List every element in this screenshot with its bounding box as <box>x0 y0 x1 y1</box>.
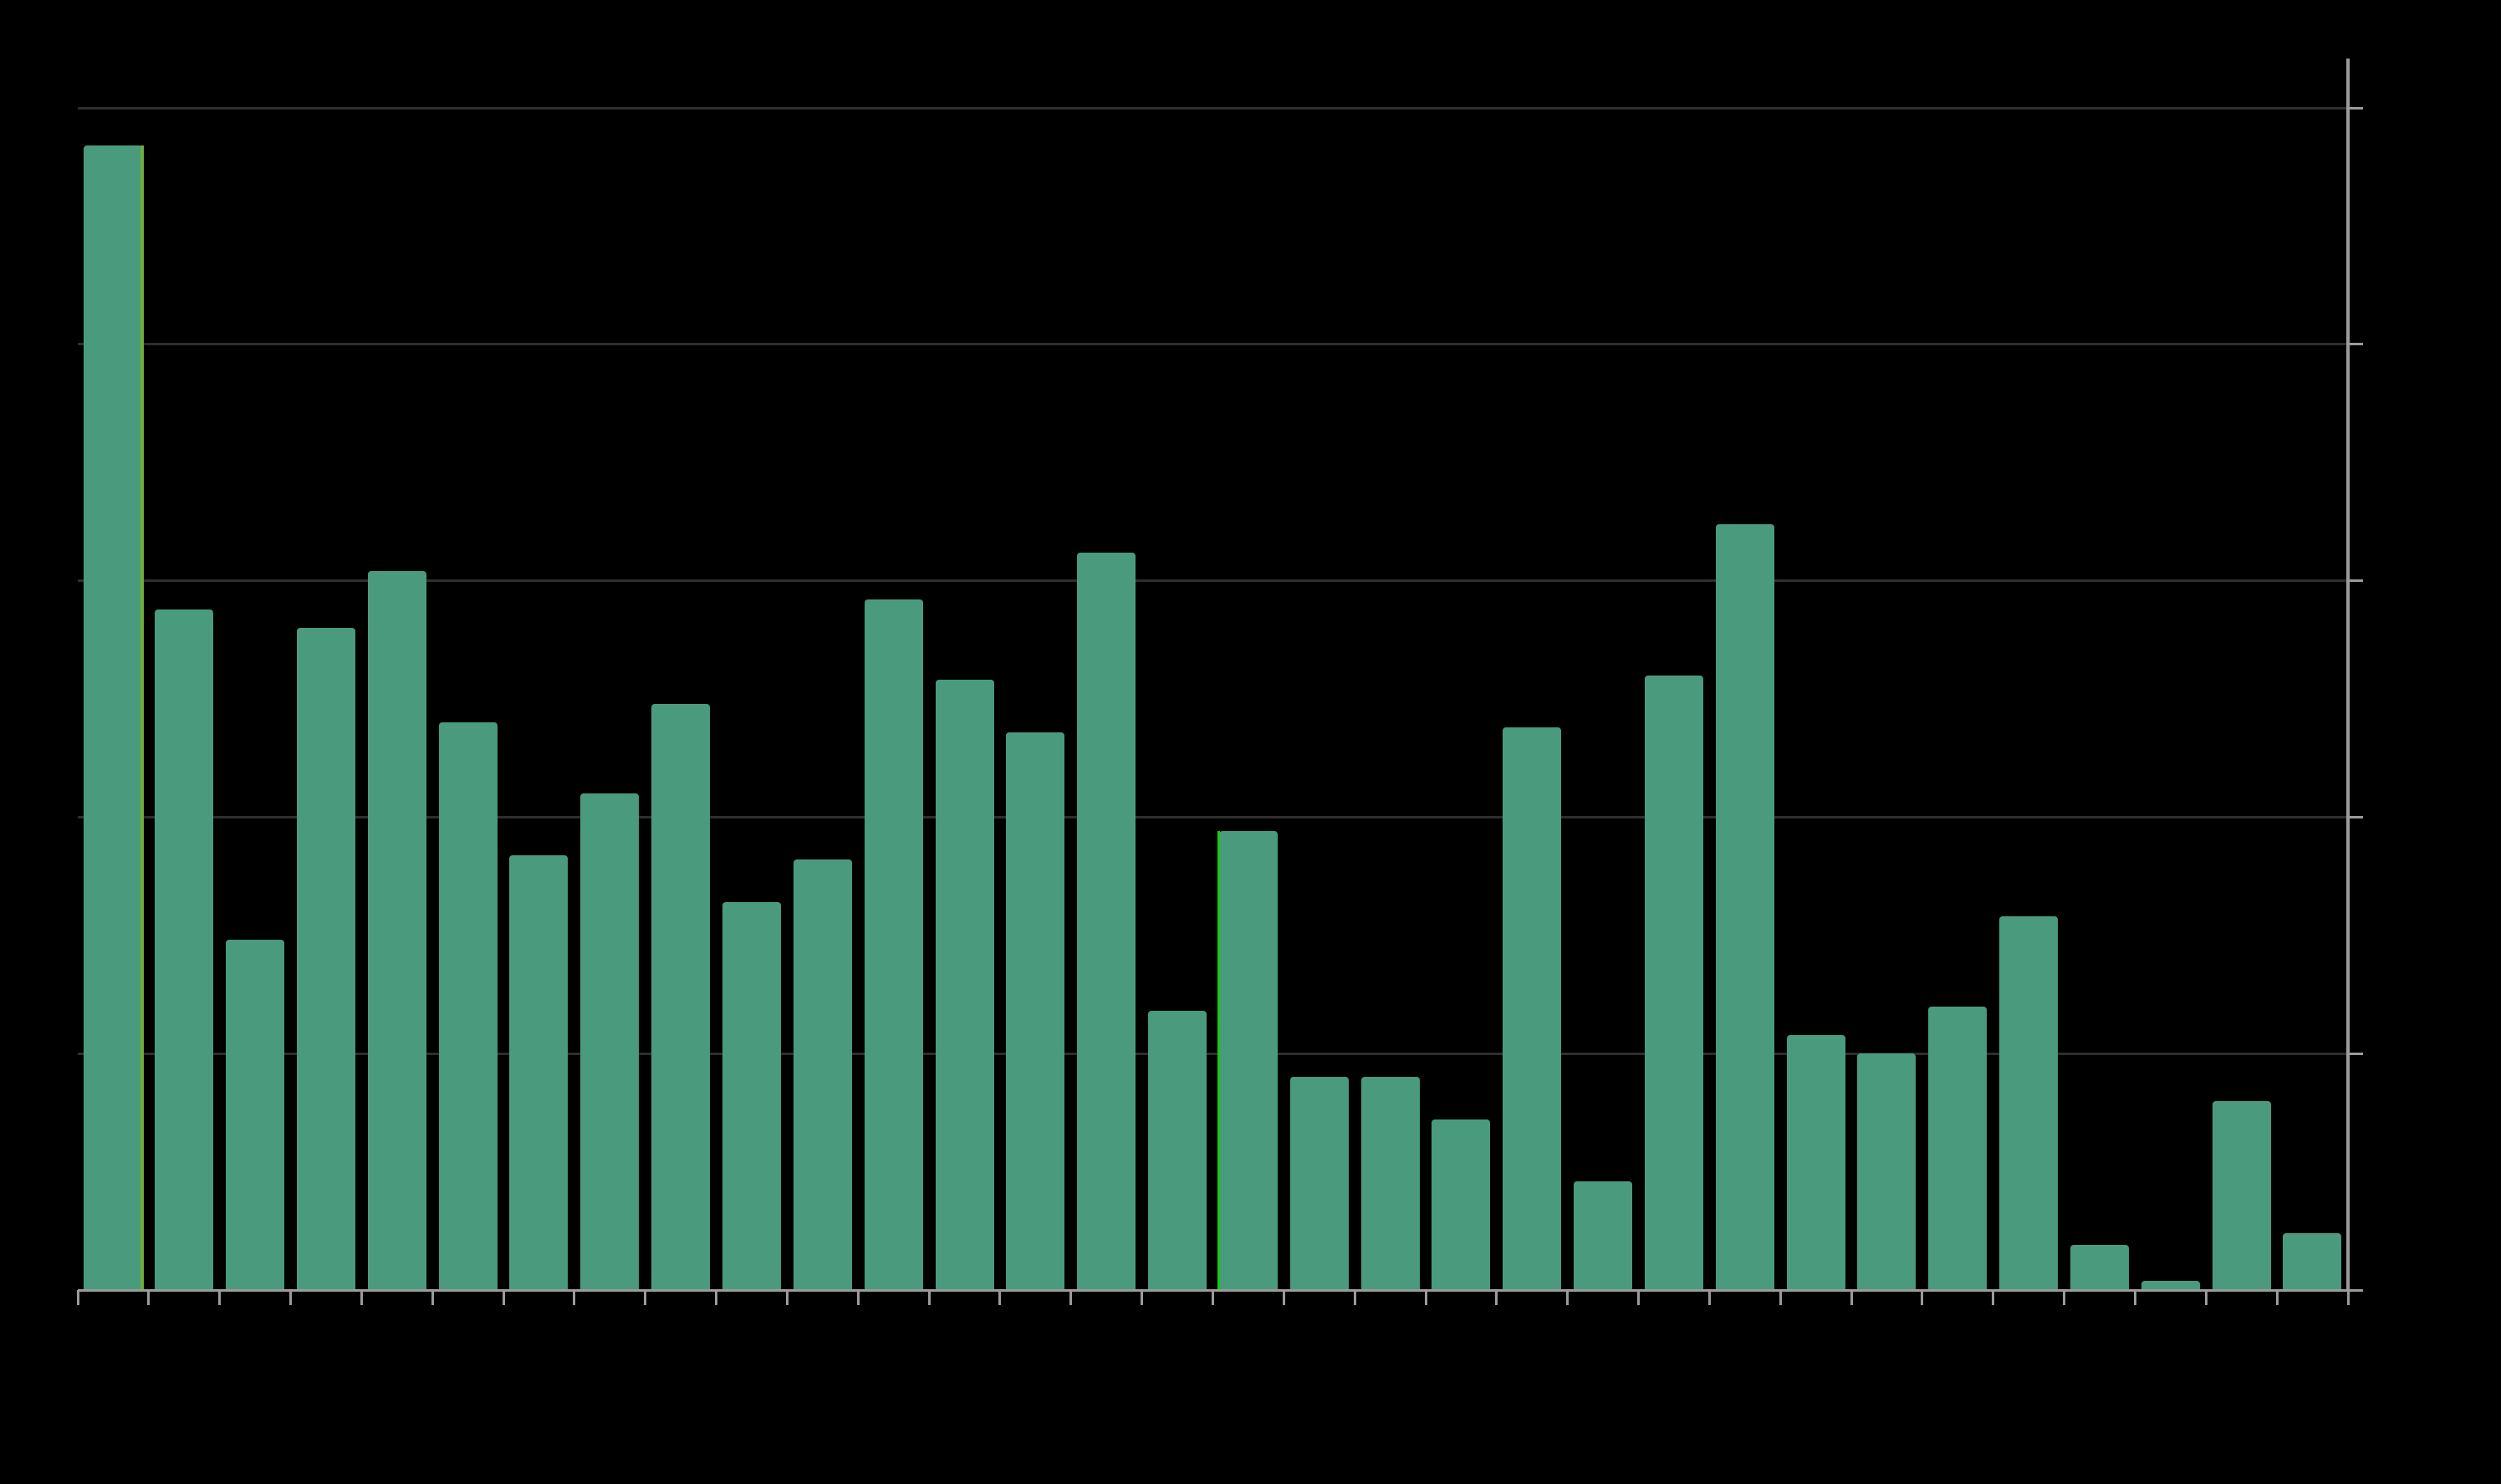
bar <box>438 722 498 1290</box>
bar <box>651 703 711 1290</box>
x-axis-tick <box>2133 1290 2136 1305</box>
bar <box>2212 1100 2271 1290</box>
x-axis-tick <box>289 1290 293 1305</box>
bar <box>1006 732 1065 1290</box>
right-axis-tick <box>2348 1288 2363 1292</box>
x-axis-tick <box>1566 1290 1570 1305</box>
x-axis-tick <box>715 1290 718 1305</box>
bar <box>1432 1119 1491 1290</box>
bar <box>1148 1011 1207 1290</box>
x-axis-tick <box>218 1290 222 1305</box>
bar <box>1999 916 2059 1290</box>
bar <box>1857 1053 1917 1290</box>
x-axis-tick <box>1779 1290 1782 1305</box>
bar <box>722 902 781 1290</box>
bar <box>1928 1006 1988 1290</box>
x-axis-tick <box>1992 1290 1995 1305</box>
bar <box>226 940 285 1290</box>
right-axis-tick <box>2348 579 2363 583</box>
gridline <box>78 815 2348 818</box>
bar <box>2283 1233 2342 1290</box>
x-axis-tick <box>1353 1290 1356 1305</box>
bar <box>935 680 994 1290</box>
x-axis-tick <box>360 1290 363 1305</box>
right-spine <box>2346 59 2350 1292</box>
bar <box>1574 1181 1633 1290</box>
gridline <box>78 343 2348 346</box>
bar <box>509 854 569 1290</box>
gridline <box>78 1052 2348 1055</box>
x-axis-tick <box>1921 1290 1924 1305</box>
x-axis-tick <box>644 1290 647 1305</box>
x-axis-tick <box>2275 1290 2279 1305</box>
bar <box>296 628 355 1290</box>
value-marker-line <box>1217 831 1221 1290</box>
bar <box>1218 831 1278 1290</box>
x-axis-tick <box>1141 1290 1144 1305</box>
bar <box>1644 675 1703 1290</box>
x-axis-tick <box>1282 1290 1285 1305</box>
bar <box>155 609 214 1290</box>
x-axis-tick <box>2346 1290 2350 1305</box>
bar <box>84 145 143 1290</box>
bar <box>2141 1280 2200 1290</box>
x-axis-tick <box>785 1290 789 1305</box>
bar <box>580 793 640 1290</box>
right-axis-tick <box>2348 815 2363 818</box>
x-axis-tick <box>1637 1290 1641 1305</box>
right-axis-tick <box>2348 1052 2363 1055</box>
bar <box>1077 552 1136 1290</box>
bar <box>1360 1077 1420 1290</box>
x-axis-tick <box>1850 1290 1853 1305</box>
x-axis-tick <box>1707 1290 1711 1305</box>
value-marker-line <box>140 145 145 1290</box>
x-axis-tick <box>856 1290 860 1305</box>
gridline <box>78 579 2348 583</box>
x-axis-tick <box>927 1290 931 1305</box>
x-axis-tick <box>998 1290 1002 1305</box>
bar <box>1289 1077 1349 1290</box>
x-axis-tick <box>1495 1290 1498 1305</box>
bar <box>1715 523 1774 1290</box>
right-axis-tick <box>2348 343 2363 346</box>
bar <box>1786 1034 1845 1290</box>
x-axis-tick <box>76 1290 79 1305</box>
bar <box>793 859 852 1290</box>
bar <box>1503 727 1562 1290</box>
x-axis-tick <box>573 1290 576 1305</box>
bar <box>864 599 923 1290</box>
x-axis-tick <box>1212 1290 1214 1305</box>
gridline <box>78 106 2348 110</box>
x-axis-tick <box>2204 1290 2208 1305</box>
x-axis-tick <box>1424 1290 1427 1305</box>
bar <box>2070 1245 2129 1290</box>
x-axis-tick <box>431 1290 434 1305</box>
bar <box>367 571 426 1290</box>
x-axis-tick <box>147 1290 151 1305</box>
x-axis-tick <box>502 1290 505 1305</box>
x-axis-tick <box>1069 1290 1073 1305</box>
x-axis-tick <box>2063 1290 2066 1305</box>
right-axis-tick <box>2348 106 2363 110</box>
